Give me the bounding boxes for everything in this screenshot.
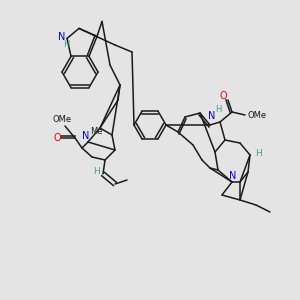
Text: N: N bbox=[208, 111, 216, 121]
Text: H: H bbox=[256, 148, 262, 158]
Text: N: N bbox=[58, 32, 66, 42]
Text: O: O bbox=[53, 133, 61, 143]
Text: H: H bbox=[215, 104, 221, 113]
Text: OMe: OMe bbox=[248, 110, 267, 119]
Text: O: O bbox=[219, 91, 227, 101]
Text: N: N bbox=[82, 131, 90, 141]
Text: H: H bbox=[63, 40, 69, 49]
Text: N: N bbox=[229, 171, 237, 181]
Text: OMe: OMe bbox=[52, 116, 72, 124]
Text: H: H bbox=[94, 167, 100, 176]
Text: Me: Me bbox=[90, 128, 102, 136]
